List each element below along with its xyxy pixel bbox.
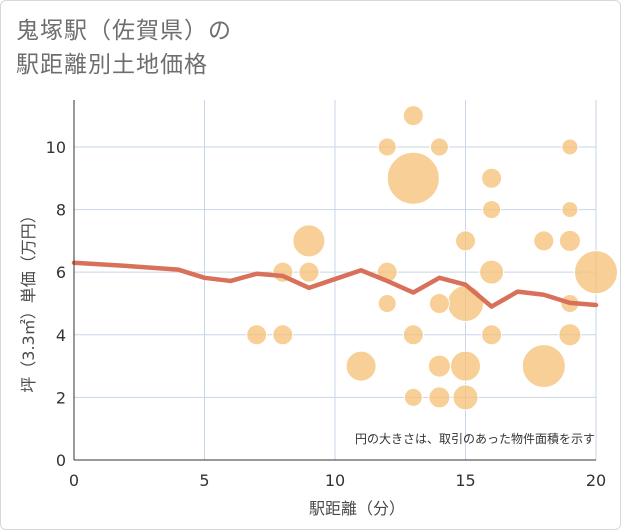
data-bubble xyxy=(377,293,397,313)
x-axis-label: 駅距離（分） xyxy=(309,499,405,518)
data-bubble xyxy=(533,230,555,252)
data-bubble xyxy=(345,350,377,382)
data-bubble xyxy=(292,224,326,258)
data-bubble xyxy=(428,386,451,409)
data-bubble xyxy=(427,354,451,378)
chart-title-line2: 駅距離別土地価格 xyxy=(16,52,208,78)
data-bubble xyxy=(558,229,581,252)
data-bubble xyxy=(447,284,484,322)
data-bubble xyxy=(521,344,566,389)
data-bubble xyxy=(403,387,423,407)
data-bubble xyxy=(450,350,481,382)
bubble-size-note: 円の大きさは、取引のあった物件面積を示す xyxy=(355,431,595,446)
data-bubble xyxy=(482,200,502,220)
axes xyxy=(73,100,596,461)
bubbles xyxy=(246,105,618,411)
y-tick-label: 6 xyxy=(56,263,66,282)
data-bubble xyxy=(481,167,503,189)
data-bubble xyxy=(298,261,320,283)
x-tick-label: 20 xyxy=(586,471,606,490)
data-bubble xyxy=(377,137,397,157)
data-bubble xyxy=(574,250,618,295)
y-tick-label: 8 xyxy=(56,201,66,220)
x-tick-label: 10 xyxy=(325,471,345,490)
data-bubble xyxy=(561,138,579,156)
data-bubble xyxy=(481,324,503,346)
x-tick-label: 5 xyxy=(199,471,209,490)
y-axis-label: 坪（3.3㎡）単価（万円） xyxy=(19,207,38,392)
data-bubble xyxy=(386,151,440,205)
chart-title-line1: 鬼塚駅（佐賀県）の xyxy=(16,18,232,44)
y-tick-label: 4 xyxy=(56,326,66,345)
data-bubble xyxy=(246,324,268,346)
trend-line-group xyxy=(71,260,599,309)
y-tick-label: 0 xyxy=(56,451,66,470)
data-bubble xyxy=(402,324,424,346)
data-bubble xyxy=(272,324,294,346)
data-bubble xyxy=(455,230,476,252)
data-bubble xyxy=(561,201,579,219)
data-bubble xyxy=(429,137,449,157)
data-bubble xyxy=(452,384,479,411)
data-bubble xyxy=(428,292,450,314)
data-bubble xyxy=(558,323,582,347)
x-tick-label: 0 xyxy=(69,471,79,490)
x-tick-label: 15 xyxy=(455,471,475,490)
tick-labels: 0 5 10 15 20 0 2 4 6 8 10 xyxy=(46,138,607,490)
y-tick-label: 2 xyxy=(56,388,66,407)
average-price-line xyxy=(71,260,599,309)
y-tick-label: 10 xyxy=(46,138,66,157)
data-bubble xyxy=(479,259,505,285)
chart-title: 鬼塚駅（佐賀県）の 駅距離別土地価格 xyxy=(16,14,232,82)
data-bubble xyxy=(402,105,424,127)
